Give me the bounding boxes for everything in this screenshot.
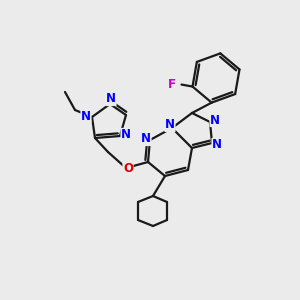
Text: N: N <box>106 92 116 106</box>
Text: F: F <box>167 78 175 91</box>
Text: N: N <box>81 110 91 122</box>
Text: N: N <box>165 118 175 131</box>
Text: O: O <box>123 163 133 176</box>
Text: N: N <box>141 133 151 146</box>
Text: N: N <box>210 113 220 127</box>
Text: N: N <box>121 128 131 142</box>
Text: N: N <box>212 139 222 152</box>
